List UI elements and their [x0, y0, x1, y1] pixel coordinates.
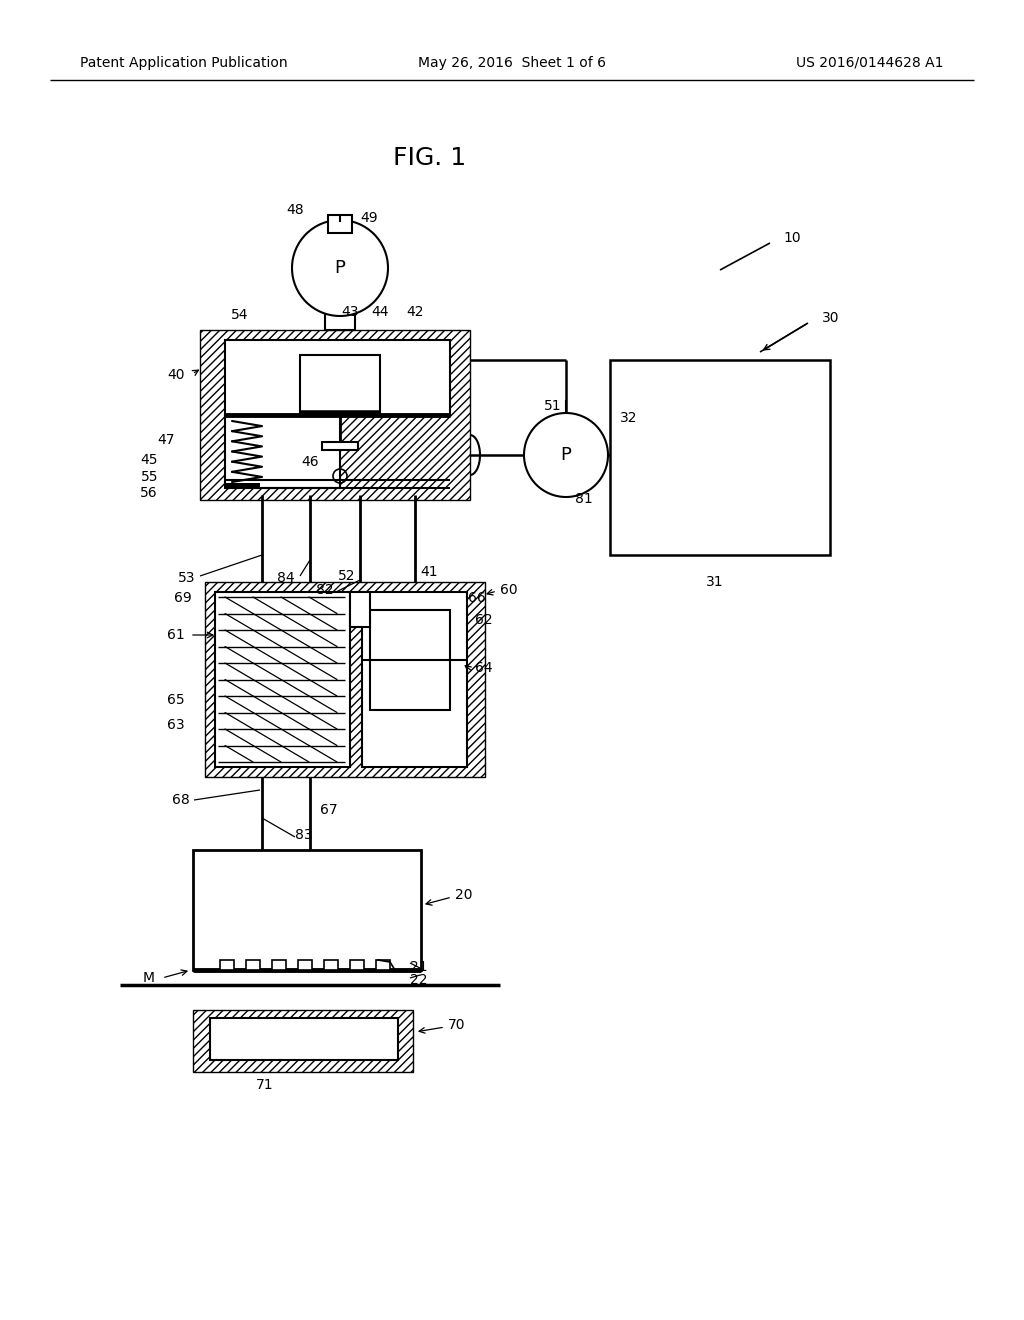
Text: 55: 55: [140, 470, 158, 484]
Bar: [322, 442, 358, 450]
Bar: [215, 591, 350, 767]
Text: 69: 69: [174, 591, 193, 605]
Text: 47: 47: [158, 433, 175, 447]
Text: 70: 70: [449, 1018, 466, 1032]
Circle shape: [524, 413, 608, 498]
Text: 67: 67: [319, 803, 338, 817]
Bar: [362, 591, 467, 767]
Text: M: M: [143, 972, 155, 985]
Text: 65: 65: [167, 693, 185, 708]
Text: 83: 83: [295, 828, 312, 842]
Bar: [225, 414, 340, 488]
Text: 20: 20: [455, 888, 472, 902]
Text: 30: 30: [822, 312, 840, 325]
Text: 82: 82: [316, 583, 334, 597]
Text: 41: 41: [420, 565, 437, 579]
Bar: [370, 610, 450, 710]
Bar: [376, 960, 390, 970]
Bar: [220, 960, 234, 970]
Text: 40: 40: [168, 368, 185, 381]
Text: 64: 64: [475, 661, 493, 675]
Text: 51: 51: [545, 399, 562, 413]
Text: 66: 66: [468, 591, 485, 605]
Text: FIG. 1: FIG. 1: [393, 147, 467, 170]
Text: Patent Application Publication: Patent Application Publication: [80, 55, 288, 70]
Text: P: P: [335, 259, 345, 277]
Text: 45: 45: [140, 453, 158, 467]
Text: 62: 62: [475, 612, 493, 627]
Bar: [350, 591, 370, 627]
Bar: [350, 960, 364, 970]
Text: 84: 84: [278, 572, 295, 585]
Text: 42: 42: [407, 305, 424, 319]
Text: 43: 43: [341, 305, 358, 319]
Text: May 26, 2016  Sheet 1 of 6: May 26, 2016 Sheet 1 of 6: [418, 55, 606, 70]
Text: 31: 31: [707, 576, 724, 589]
Bar: [193, 850, 421, 970]
Text: 81: 81: [575, 492, 593, 506]
Bar: [328, 215, 352, 234]
Bar: [610, 360, 830, 554]
Bar: [210, 1018, 398, 1060]
Bar: [225, 341, 450, 414]
Text: 54: 54: [231, 308, 249, 322]
Bar: [300, 355, 380, 413]
Text: 53: 53: [177, 572, 195, 585]
Bar: [272, 960, 286, 970]
Text: 71: 71: [256, 1078, 273, 1092]
Text: US 2016/0144628 A1: US 2016/0144628 A1: [797, 55, 944, 70]
Text: 68: 68: [172, 793, 190, 807]
Text: 61: 61: [167, 628, 185, 642]
Bar: [225, 483, 260, 488]
Circle shape: [292, 220, 388, 315]
Bar: [193, 1010, 413, 1072]
Bar: [200, 330, 470, 500]
Text: P: P: [560, 446, 571, 465]
Text: 49: 49: [360, 211, 378, 224]
Text: 44: 44: [372, 305, 389, 319]
Bar: [324, 960, 338, 970]
Text: 10: 10: [783, 231, 801, 246]
Bar: [298, 960, 312, 970]
Text: 21: 21: [410, 960, 428, 974]
Text: 63: 63: [167, 718, 185, 733]
Text: 52: 52: [338, 569, 355, 583]
Text: 22: 22: [410, 973, 427, 987]
Bar: [205, 582, 485, 777]
Text: 46: 46: [301, 455, 318, 469]
Text: 32: 32: [620, 411, 638, 425]
Bar: [246, 960, 260, 970]
Text: 56: 56: [140, 486, 158, 500]
Text: 48: 48: [287, 203, 304, 216]
Text: 60: 60: [500, 583, 517, 597]
Bar: [325, 306, 355, 330]
